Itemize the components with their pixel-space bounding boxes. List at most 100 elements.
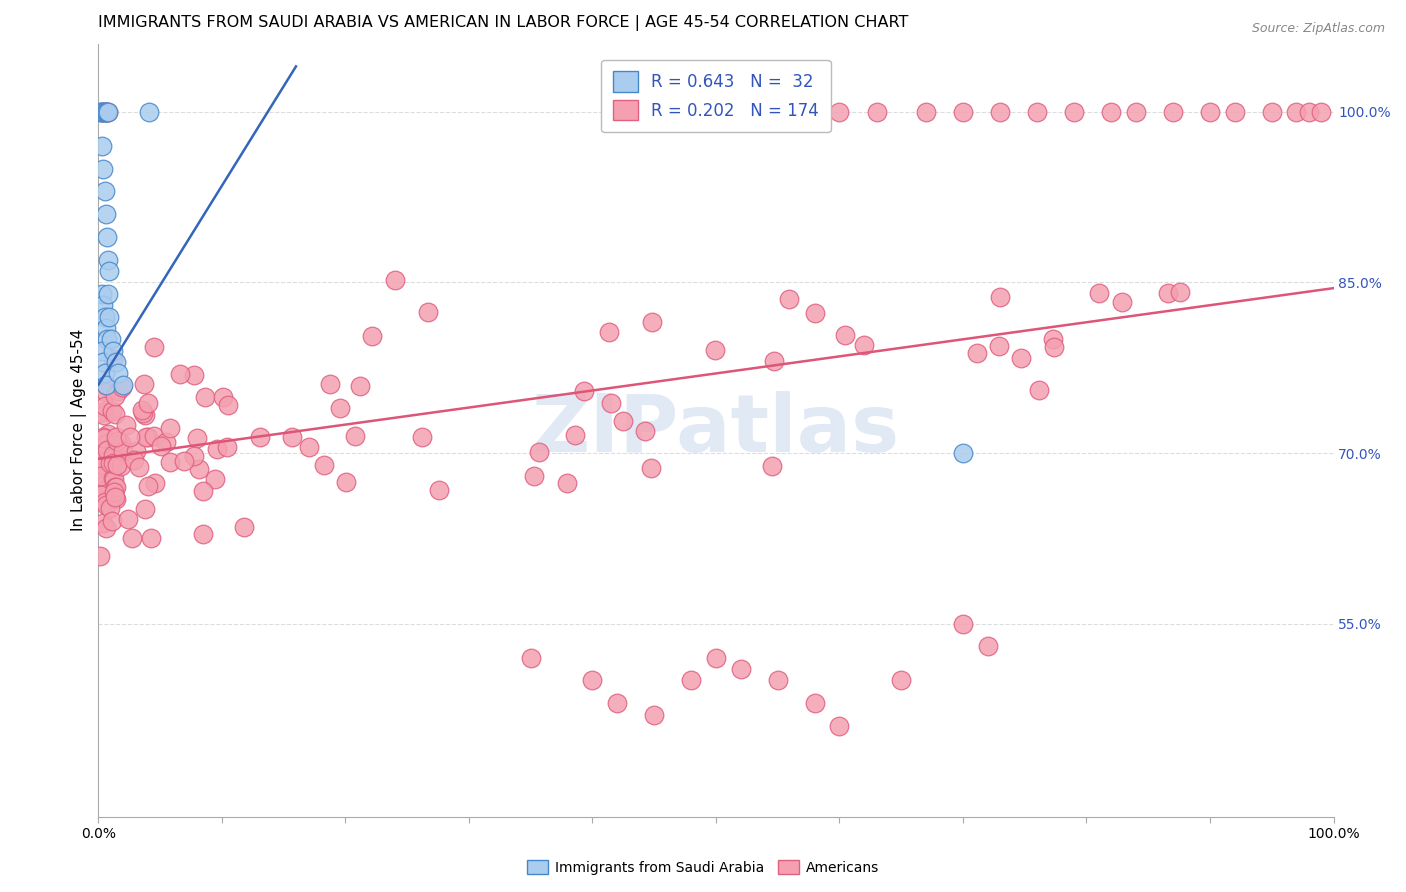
Point [966,346,988,360]
Point [100,332,122,346]
Point [555,475,578,490]
Point [103,485,125,500]
Point [97,286,120,301]
Legend: R = 0.643   N =  32, R = 0.202   N = 174: R = 0.643 N = 32, R = 0.202 N = 174 [602,60,831,132]
Point [94,378,117,392]
Point [988,290,1011,304]
Point [343,429,366,443]
Point [159,421,181,435]
Point [217,440,239,454]
Text: ZIPatlas: ZIPatlas [531,392,900,469]
Point [101,471,124,485]
Point [120,430,142,444]
Point [136,479,159,493]
Point [107,434,129,448]
Point [104,490,127,504]
Point [1042,332,1064,346]
Point [104,449,127,463]
Point [94,104,117,119]
Point [634,424,657,438]
Point [110,435,132,450]
Point [527,445,550,459]
Point [97,252,120,267]
Point [117,512,139,526]
Point [94,104,117,119]
Point [94,436,117,450]
Point [96,332,118,346]
Point [1310,104,1333,119]
Point [94,321,117,335]
Point [1199,104,1222,119]
Point [183,368,205,383]
Point [104,492,127,507]
Point [91,104,114,119]
Point [865,104,887,119]
Point [411,429,433,443]
Point [681,673,703,688]
Point [91,405,114,419]
Point [1223,104,1246,119]
Point [952,446,974,460]
Point [643,707,665,722]
Point [233,520,256,534]
Point [94,399,117,413]
Point [104,355,127,369]
Point [94,475,117,490]
Point [319,376,342,391]
Point [96,230,118,244]
Point [890,673,912,688]
Point [329,401,352,415]
Point [90,469,112,483]
Point [94,499,117,513]
Point [101,456,124,470]
Point [115,417,138,432]
Point [131,403,153,417]
Point [704,104,727,119]
Point [93,367,115,381]
Point [93,458,115,472]
Point [134,408,156,422]
Point [94,521,117,535]
Point [1157,285,1180,300]
Point [107,367,129,381]
Point [173,453,195,467]
Point [141,531,163,545]
Point [136,430,159,444]
Point [778,292,800,306]
Point [98,264,121,278]
Point [952,616,974,631]
Point [600,396,623,410]
Point [703,343,725,358]
Point [93,185,115,199]
Point [132,406,155,420]
Point [976,640,998,654]
Point [101,514,124,528]
Point [91,487,114,501]
Point [94,385,117,400]
Point [103,472,125,486]
Point [187,462,209,476]
Point [1043,340,1066,354]
Point [124,452,146,467]
Point [730,662,752,676]
Point [91,343,114,358]
Text: Source: ZipAtlas.com: Source: ZipAtlas.com [1251,22,1385,36]
Point [138,104,160,119]
Point [91,298,114,312]
Point [828,104,851,119]
Point [360,329,382,343]
Point [125,443,148,458]
Point [91,484,114,499]
Point [349,379,371,393]
Point [1026,104,1049,119]
Point [191,484,214,499]
Point [804,305,827,319]
Point [194,390,217,404]
Point [93,442,115,457]
Point [828,719,851,733]
Point [1111,294,1133,309]
Point [1088,286,1111,301]
Point [1261,104,1284,119]
Point [94,207,117,221]
Point [564,427,586,442]
